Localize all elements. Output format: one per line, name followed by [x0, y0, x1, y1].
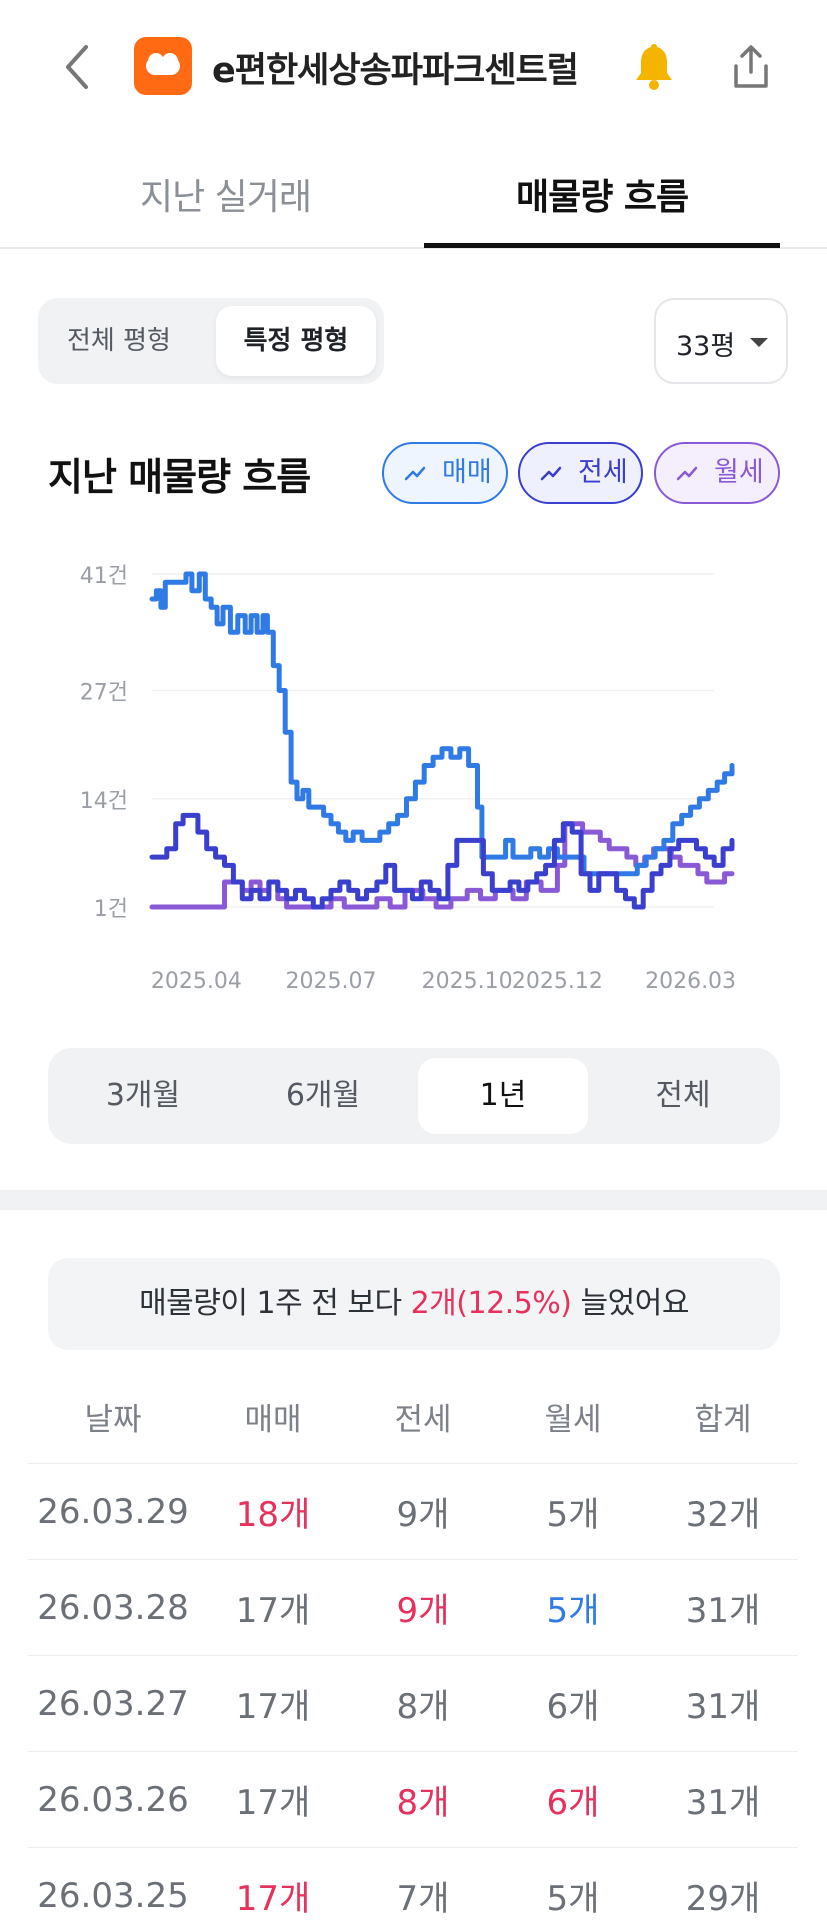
row-sale: 17개 [235, 1879, 311, 1919]
row-date: 26.03.27 [37, 1683, 189, 1724]
header-jeonse: 전세 [394, 1402, 452, 1438]
table-row: 26.03.25 17개 7개 5개 29개 [28, 1848, 798, 1924]
active-tab-indicator [424, 243, 780, 248]
row-total: 32개 [685, 1495, 761, 1535]
period-6-months[interactable]: 6개월 [285, 1078, 361, 1113]
series-line-jeonse [149, 812, 735, 910]
period-selector: 3개월 6개월 1년 전체 [48, 1048, 780, 1144]
legend-label: 전세 [578, 457, 628, 488]
row-jeonse: 9개 [396, 1495, 450, 1535]
trend-line-icon [404, 466, 426, 481]
x-tick-label: 2025.12 [512, 969, 603, 994]
row-date: 26.03.26 [37, 1779, 189, 1820]
header-date: 날짜 [84, 1402, 142, 1438]
header-wolse: 월세 [544, 1402, 602, 1438]
notice-highlight: 2개(12.5%) [410, 1286, 572, 1321]
period-3-months[interactable]: 3개월 [105, 1078, 181, 1113]
series-line-sale [149, 571, 735, 877]
legend-toggle-jeonse[interactable]: 전세 [518, 442, 643, 504]
row-wolse: 6개 [546, 1687, 600, 1727]
table-header: 날짜 매매 전세 월세 합계 [28, 1370, 798, 1464]
row-total: 29개 [685, 1879, 761, 1919]
change-notice: 매물량이 1주 전 보다 2개(12.5%) 늘었어요 [48, 1258, 780, 1350]
chart-title: 지난 매물량 흐름 [48, 455, 311, 499]
notice-suffix: 늘었어요 [571, 1286, 690, 1321]
row-jeonse: 9개 [396, 1591, 450, 1631]
size-filter-segment: 전체 평형 특정 평형 [38, 298, 384, 384]
section-divider [0, 1190, 827, 1210]
table-row: 26.03.28 17개 9개 5개 31개 [28, 1560, 798, 1656]
back-arrow-icon[interactable] [58, 42, 98, 92]
x-tick-label: 2025.10 [422, 969, 513, 994]
filter-all-sizes[interactable]: 전체 평형 [67, 326, 171, 356]
listing-table: 날짜 매매 전세 월세 합계 26.03.29 18개 9개 5개 32개 26… [28, 1370, 798, 1924]
chevron-down-icon [750, 338, 768, 347]
x-tick-label: 2025.07 [286, 969, 377, 994]
table-row: 26.03.26 17개 8개 6개 31개 [28, 1752, 798, 1848]
row-wolse: 6개 [546, 1783, 600, 1823]
row-sale: 17개 [235, 1687, 311, 1727]
row-wolse: 5개 [546, 1495, 600, 1535]
y-tick-label: 41건 [80, 564, 128, 589]
header-sale: 매매 [244, 1402, 302, 1438]
row-total: 31개 [685, 1591, 761, 1631]
table-row: 26.03.27 17개 8개 6개 31개 [28, 1656, 798, 1752]
row-sale: 18개 [235, 1495, 311, 1535]
row-jeonse: 7개 [396, 1879, 450, 1919]
legend-toggle-wolse[interactable]: 월세 [654, 442, 780, 504]
row-date: 26.03.29 [37, 1491, 189, 1532]
row-jeonse: 8개 [396, 1783, 450, 1823]
x-tick-label: 2026.03 [645, 969, 736, 994]
header-total: 합계 [694, 1402, 752, 1438]
app-header: e편한세상송파파크센트럴 [0, 0, 827, 130]
x-tick-label: 2025.04 [151, 969, 242, 994]
y-tick-label: 14건 [80, 789, 128, 814]
size-dropdown[interactable]: 33평 [654, 298, 788, 384]
row-jeonse: 8개 [396, 1687, 450, 1727]
legend-toggle-sale[interactable]: 매매 [382, 442, 508, 504]
trend-line-icon [540, 466, 562, 481]
trend-line-icon [676, 466, 698, 481]
legend-label: 월세 [714, 457, 764, 488]
filter-specific-size[interactable]: 특정 평형 [216, 306, 376, 376]
y-tick-label: 1건 [94, 897, 128, 922]
page-title: e편한세상송파파크센트럴 [212, 51, 579, 91]
row-sale: 17개 [235, 1591, 311, 1631]
row-wolse: 5개 [546, 1591, 600, 1631]
app-logo [134, 37, 192, 95]
tab-past-transactions[interactable]: 지난 실거래 [140, 177, 312, 218]
notice-prefix: 매물량이 1주 전 보다 [139, 1286, 411, 1321]
row-sale: 17개 [235, 1783, 311, 1823]
row-wolse: 5개 [546, 1879, 600, 1919]
period-1-year[interactable]: 1년 [418, 1058, 588, 1134]
table-row: 26.03.29 18개 9개 5개 32개 [28, 1464, 798, 1560]
share-icon[interactable] [728, 42, 774, 92]
row-date: 26.03.28 [37, 1587, 189, 1628]
y-tick-label: 27건 [80, 681, 128, 706]
listing-flow-chart: 41건 27건 14건 1건 2025.04 2025.07 2025.10 2025.12 2… [80, 564, 736, 994]
row-total: 31개 [685, 1687, 761, 1727]
row-date: 26.03.25 [37, 1875, 189, 1916]
legend-label: 매매 [442, 457, 492, 488]
period-all[interactable]: 전체 [655, 1078, 711, 1113]
size-dropdown-value: 33평 [676, 331, 736, 362]
row-total: 31개 [685, 1783, 761, 1823]
bell-icon[interactable] [630, 40, 678, 92]
tab-listing-flow[interactable]: 매물량 흐름 [516, 177, 689, 218]
tab-bar: 지난 실거래 매물량 흐름 [0, 130, 827, 249]
